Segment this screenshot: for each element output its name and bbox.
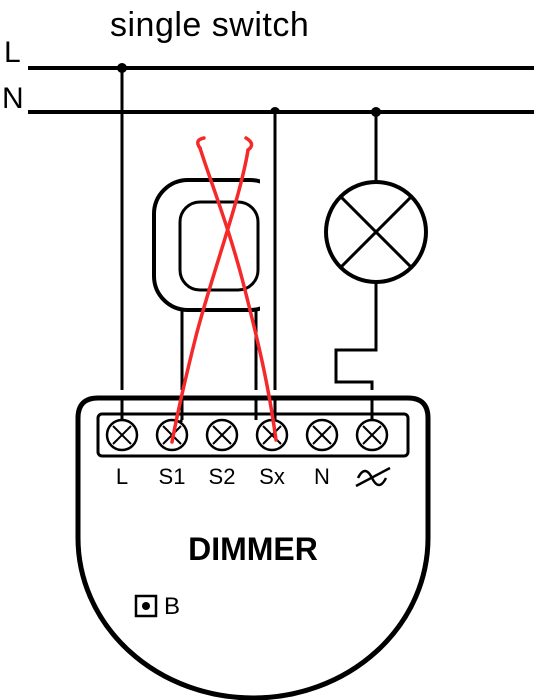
terminal-L bbox=[107, 420, 137, 450]
terminal-label-L: L bbox=[116, 464, 128, 489]
b-button-label: B bbox=[164, 593, 180, 620]
terminal-out bbox=[357, 420, 387, 450]
rail-label-L: L bbox=[4, 36, 21, 70]
terminal-label-Sx: Sx bbox=[259, 464, 285, 489]
module-name: DIMMER bbox=[188, 531, 318, 567]
switch-rocker bbox=[180, 202, 258, 290]
terminal-S2 bbox=[207, 420, 237, 450]
terminal-label-S2: S2 bbox=[209, 464, 236, 489]
wiring-diagram: L S1 S2 Sx N DIMMER B bbox=[0, 0, 534, 700]
terminal-label-S1: S1 bbox=[159, 464, 186, 489]
diagram-title: single switch bbox=[110, 6, 309, 45]
terminal-N bbox=[307, 420, 337, 450]
terminal-Sx bbox=[257, 420, 287, 450]
rail-label-N: N bbox=[2, 82, 24, 116]
terminal-label-N: N bbox=[314, 464, 330, 489]
